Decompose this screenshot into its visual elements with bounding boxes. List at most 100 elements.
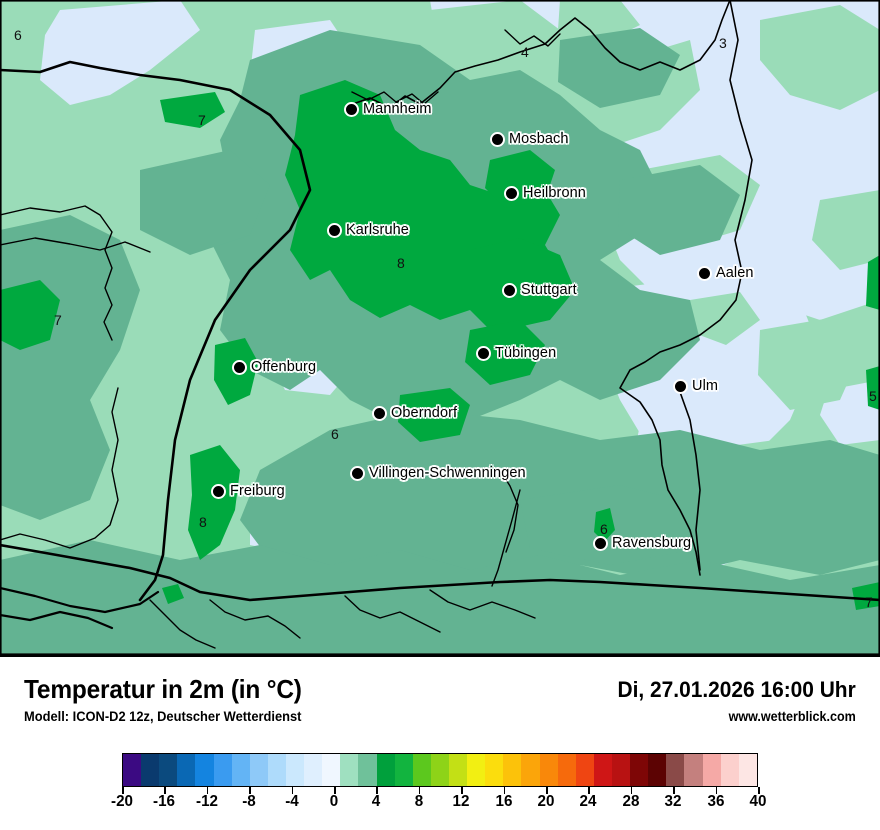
colorbar-legend[interactable]: -20 -16 -12 -8 -4 0 4 8 12 16 20 24 28 32 36 40 xyxy=(0,753,880,823)
colorbar-tick xyxy=(291,787,294,794)
temperature-field-svg xyxy=(0,0,880,655)
colorbar-tick xyxy=(206,787,209,794)
colorbar-swatch xyxy=(485,754,504,786)
city-label: Offenburg xyxy=(251,359,317,375)
colorbar-tick xyxy=(758,787,760,794)
colorbar-swatch xyxy=(231,754,250,786)
city-dot-icon xyxy=(673,378,688,394)
valid-time-label: Di, 27.01.2026 16:00 Uhr xyxy=(617,677,856,702)
administrative-borders xyxy=(0,0,880,649)
city-label: Villingen-Schwenningen xyxy=(369,465,526,481)
colorbar-swatch xyxy=(575,754,594,786)
colorbar-swatch xyxy=(340,754,359,786)
colorbar-tick xyxy=(630,787,633,794)
colorbar-tick xyxy=(164,787,166,794)
city-dot-icon xyxy=(350,465,365,481)
contour-value-label: 8 xyxy=(397,255,405,271)
colorbar-swatch xyxy=(448,754,468,786)
colorbar-tick-label: 8 xyxy=(414,793,424,810)
colorbar-swatch xyxy=(630,754,649,786)
colorbar-swatch xyxy=(322,754,341,786)
city-label: Mannheim xyxy=(363,101,432,117)
colorbar-tick-label: -20 xyxy=(111,793,133,810)
contour-value-label: 4 xyxy=(521,44,529,60)
colorbar-tick-label: -8 xyxy=(242,793,256,810)
map-frame xyxy=(0,0,880,655)
colorbar-swatch xyxy=(666,754,685,786)
contour-value-label: 5 xyxy=(869,388,877,404)
colorbar-tick-label: 4 xyxy=(372,793,381,810)
city-marker[interactable]: Karlsruhe xyxy=(327,222,409,238)
colorbar-ticks xyxy=(122,787,760,794)
contour-value-label: 7 xyxy=(865,594,873,610)
city-marker[interactable]: Stuttgart xyxy=(502,282,577,298)
colorbar-swatch xyxy=(394,754,413,786)
colorbar-swatch xyxy=(738,754,757,786)
colorbar-gradient[interactable] xyxy=(122,753,758,787)
contour-value-label: 6 xyxy=(331,426,339,442)
colorbar-swatch xyxy=(521,754,540,786)
colorbar-swatch xyxy=(648,754,667,786)
colorbar-swatch xyxy=(141,754,160,786)
colorbar-tick xyxy=(503,787,506,794)
city-marker[interactable]: Oberndorf xyxy=(372,405,457,421)
colorbar-swatch xyxy=(376,754,395,786)
colorbar-swatch xyxy=(430,754,449,786)
city-label: Oberndorf xyxy=(391,405,458,421)
colorbar-swatch xyxy=(593,754,612,786)
city-dot-icon xyxy=(372,405,387,421)
colorbar-swatch xyxy=(557,754,576,786)
colorbar-tick xyxy=(249,787,251,794)
city-marker[interactable]: Mannheim xyxy=(344,101,432,117)
colorbar-swatch xyxy=(539,754,558,786)
city-marker[interactable]: Heilbronn xyxy=(504,185,586,201)
colorbar-tick-label: 24 xyxy=(579,793,597,810)
model-subtitle: Modell: ICON-D2 12z, Deutscher Wetterdie… xyxy=(24,708,302,724)
city-label: Freiburg xyxy=(230,483,285,499)
colorbar-tick xyxy=(418,787,421,794)
map-footer: Temperatur in 2m (in °C) Modell: ICON-D2… xyxy=(0,657,880,830)
city-dot-icon xyxy=(697,265,712,281)
city-marker[interactable]: Villingen-Schwenningen xyxy=(350,465,526,481)
colorbar-tick-label: 12 xyxy=(452,793,470,810)
city-dot-icon xyxy=(504,185,519,201)
city-marker[interactable]: Mosbach xyxy=(490,131,569,147)
colorbar-swatch xyxy=(123,754,142,786)
city-dot-icon xyxy=(232,359,247,375)
field-8to10-brightgreen xyxy=(0,80,880,610)
city-marker[interactable]: Offenburg xyxy=(232,359,316,375)
colorbar-tick-label: 28 xyxy=(622,793,640,810)
colorbar-tick-labels: -20 -16 -12 -8 -4 0 4 8 12 16 20 24 28 32 36 40 xyxy=(0,793,880,817)
city-dot-icon xyxy=(344,101,359,117)
city-label: Tübingen xyxy=(495,345,557,361)
city-marker[interactable]: Tübingen xyxy=(476,345,556,361)
colorbar-swatch xyxy=(684,754,703,786)
contour-value-label: 7 xyxy=(54,312,62,328)
contour-value-label: 8 xyxy=(199,514,207,530)
city-marker[interactable]: Ravensburg xyxy=(593,535,691,551)
colorbar-tick xyxy=(461,787,463,794)
city-dot-icon xyxy=(502,282,517,298)
colorbar-tick xyxy=(673,787,675,794)
contour-value-label: 7 xyxy=(198,112,206,128)
colorbar-swatch xyxy=(611,754,631,786)
colorbar-swatch xyxy=(358,754,377,786)
contour-value-label: 6 xyxy=(600,521,608,537)
colorbar-tick-label: -4 xyxy=(284,793,299,810)
colorbar-tick xyxy=(376,787,378,794)
colorbar-swatch xyxy=(177,754,196,786)
colorbar-tick-label: 32 xyxy=(664,793,682,810)
city-marker[interactable]: Freiburg xyxy=(211,483,285,499)
colorbar-tick-label: -16 xyxy=(153,793,176,810)
colorbar-swatch xyxy=(285,754,305,786)
colorbar-tick xyxy=(546,787,548,794)
colorbar-swatch xyxy=(304,754,323,786)
colorbar-swatch xyxy=(159,754,178,786)
colorbar-swatch xyxy=(702,754,721,786)
city-marker[interactable]: Ulm xyxy=(673,378,718,394)
city-label: Stuttgart xyxy=(521,282,577,298)
city-label: Aalen xyxy=(716,265,754,281)
city-marker[interactable]: Aalen xyxy=(697,265,754,281)
temperature-map[interactable]: 6 7 4 3 7 8 5 6 8 6 7 Mannheim Mosbach Heilbronn Karl… xyxy=(0,0,880,657)
